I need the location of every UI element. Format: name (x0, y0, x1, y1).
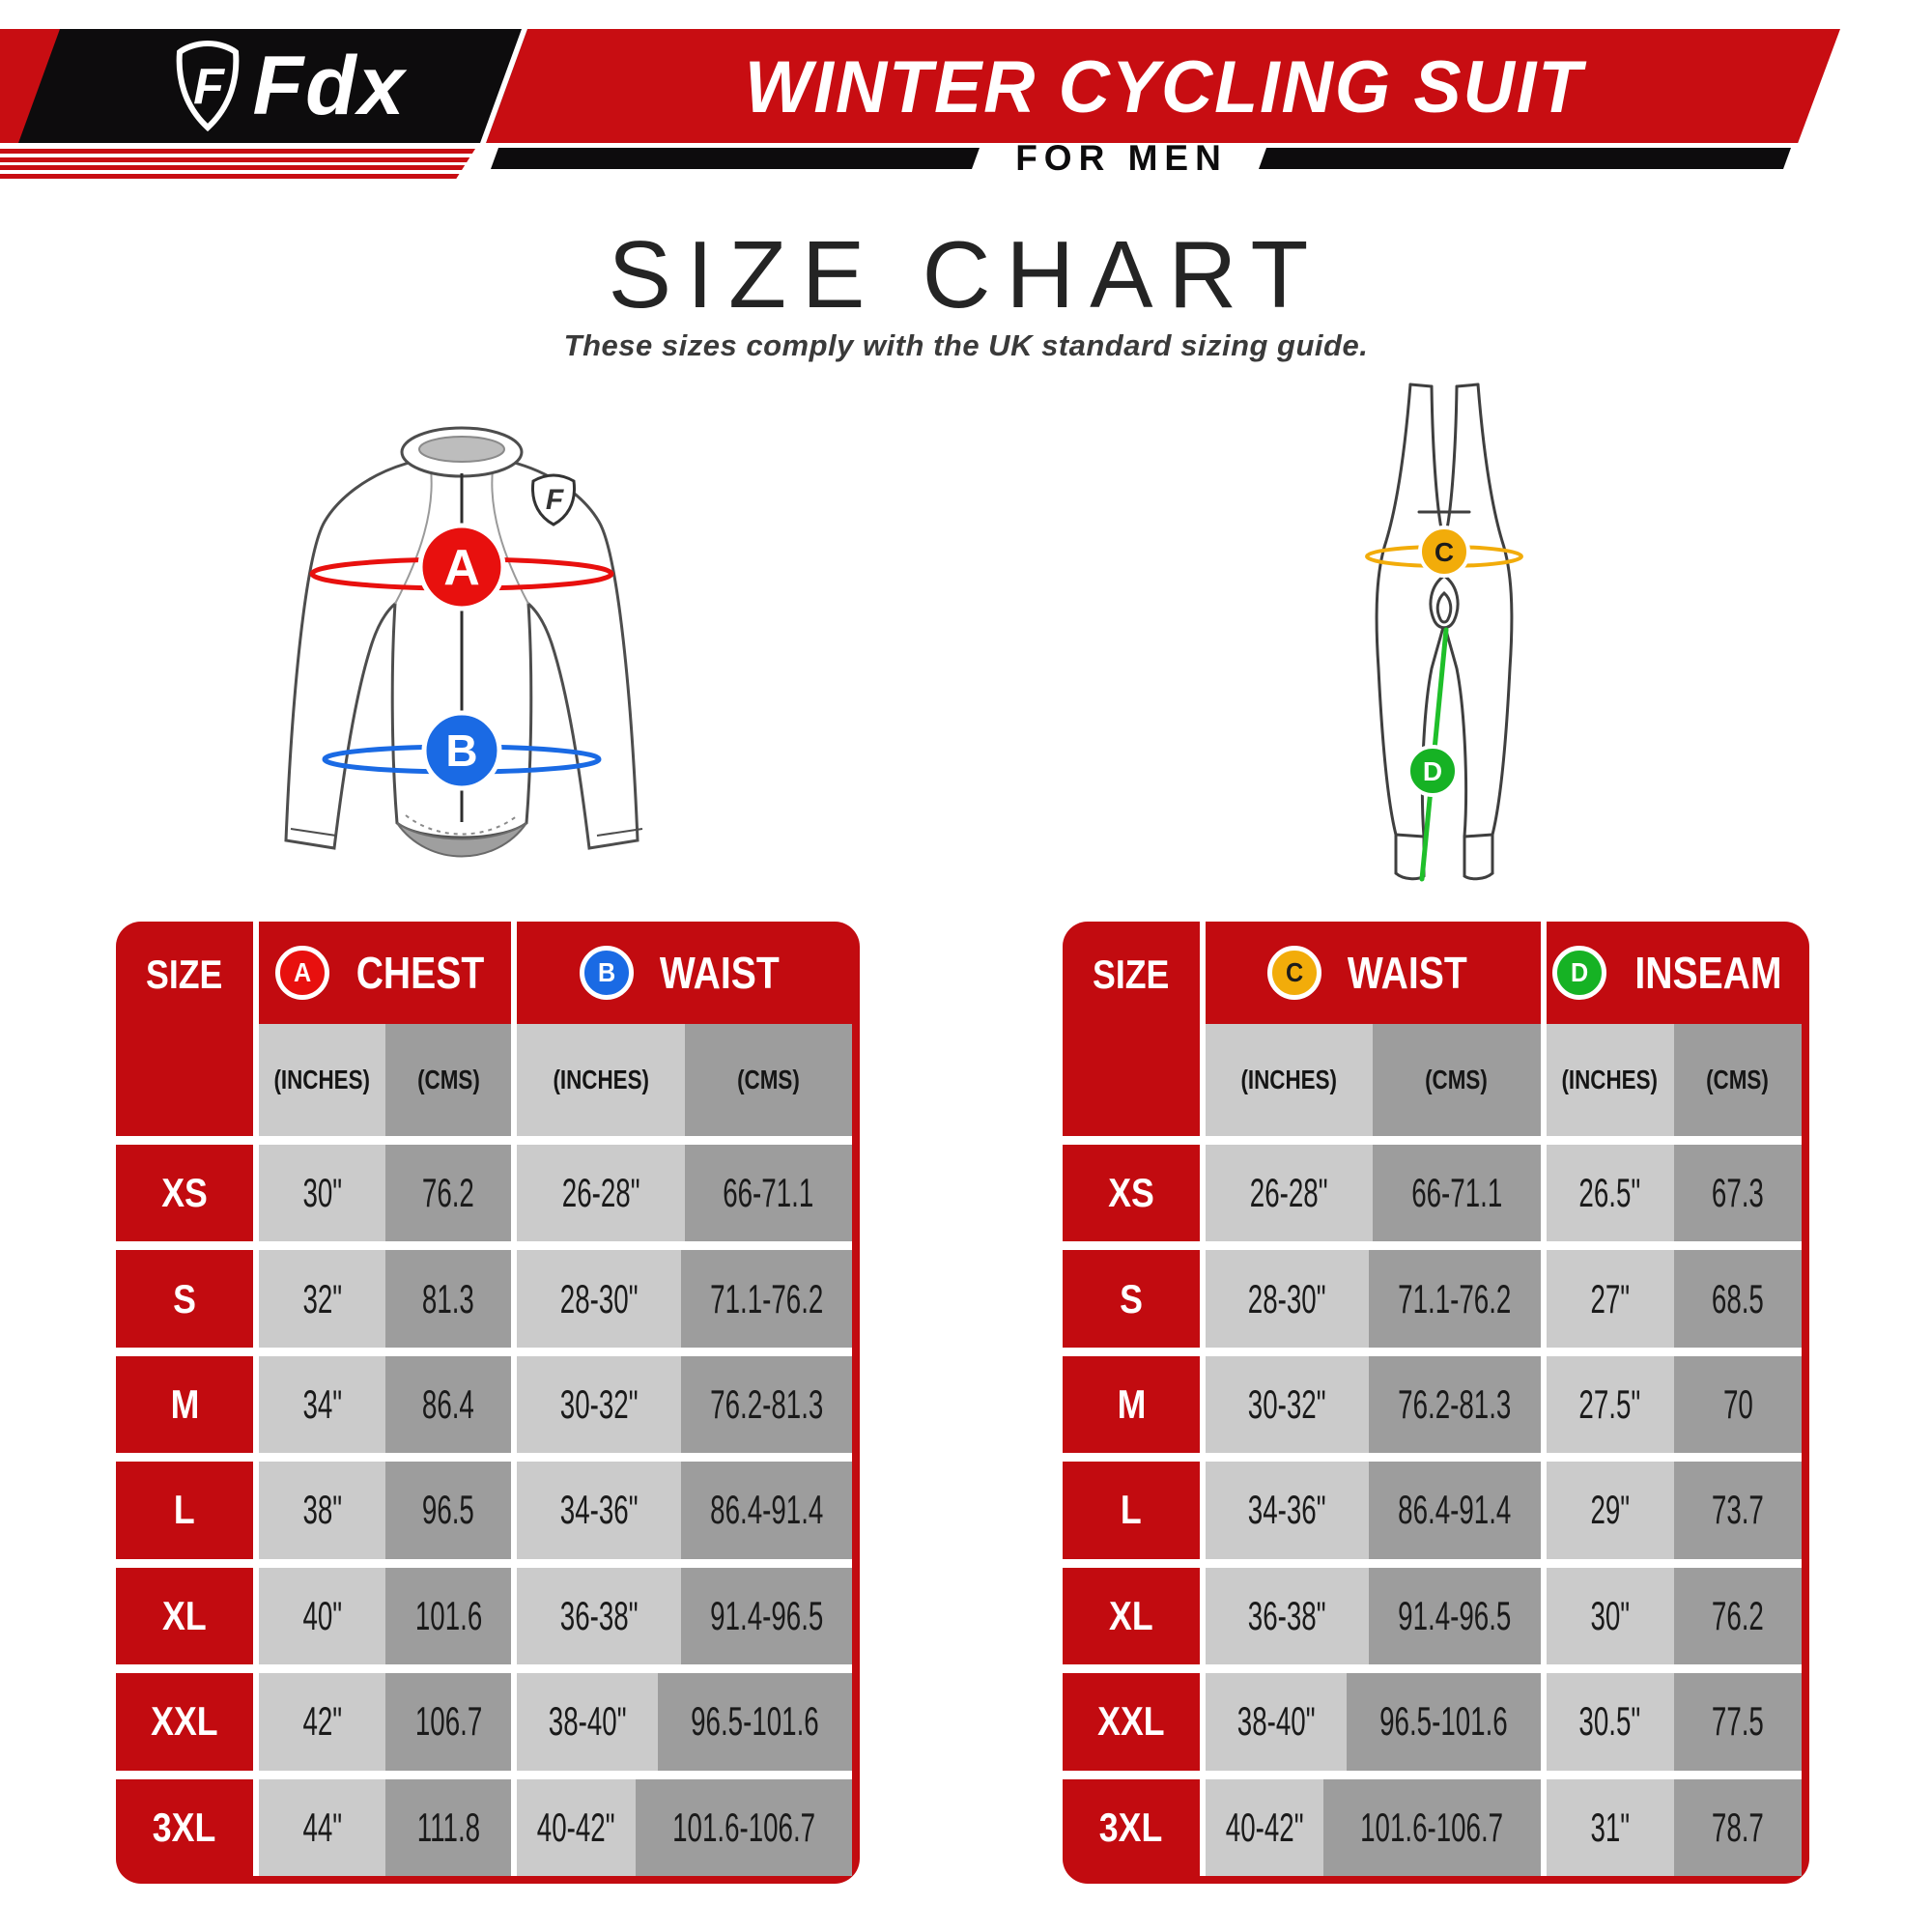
size-column-header: SIZE (1063, 922, 1200, 1136)
chest-logo-letter: F (546, 484, 564, 516)
size-label: S (1063, 1250, 1200, 1348)
unit-cms: (CMS) (1373, 1024, 1541, 1136)
size-label: L (1063, 1462, 1200, 1559)
unit-cms: (CMS) (384, 1024, 512, 1136)
table-row-cells: 26.5" 67.3 (1546, 1145, 1803, 1242)
unit-cms: (CMS) (684, 1024, 853, 1136)
table-row-cells: 26-28" 66-71.1 (1206, 1145, 1541, 1242)
table-row-cells: 31" 78.7 (1546, 1778, 1803, 1876)
marker-c-icon (1418, 526, 1470, 578)
table-row-cells: 30" 76.2 (259, 1145, 512, 1242)
bib-pad (1429, 574, 1460, 630)
jersey-diagram: F A B (284, 426, 643, 858)
table-row-cells: 28-30" 71.1-76.2 (1206, 1250, 1541, 1348)
table-row-cells: 42" 106.7 (259, 1673, 512, 1771)
size-label: XXL (116, 1673, 253, 1771)
waist-header: WAIST (1348, 948, 1468, 998)
table-row-cells: 27.5" 70 (1546, 1355, 1803, 1454)
table-row-cells: 30" 76.2 (1546, 1567, 1803, 1665)
table-row-cells: 30.5" 77.5 (1546, 1673, 1803, 1771)
waist-column-group: B WAIST (INCHES) (CMS) (517, 922, 853, 1136)
marker-d-badge: D (1552, 946, 1607, 1000)
size-label: M (1063, 1355, 1200, 1454)
bib-size-table: SIZE C WAIST (INCHES) (CMS) D INSEAM (IN… (1063, 922, 1809, 1884)
sizing-note: These sizes comply with the UK standard … (563, 328, 1369, 362)
marker-a-icon (417, 523, 506, 611)
table-row-cells: 38" 96.5 (259, 1462, 512, 1559)
size-label: 3XL (116, 1778, 253, 1876)
size-label: XXL (1063, 1673, 1200, 1771)
table-row-cells: 34" 86.4 (259, 1355, 512, 1454)
unit-inches: (INCHES) (1206, 1024, 1374, 1136)
size-label: L (116, 1462, 253, 1559)
jersey-size-table: SIZE A CHEST (INCHES) (CMS) B WAIST (INC… (116, 922, 860, 1884)
size-label: M (116, 1355, 253, 1454)
unit-cms: (CMS) (1673, 1024, 1803, 1136)
table-row-cells: 27" 68.5 (1546, 1250, 1803, 1348)
marker-a-badge: A (274, 946, 329, 1000)
table-row-cells: 36-38" 91.4-96.5 (517, 1567, 852, 1665)
marker-b-badge: B (579, 946, 634, 1000)
size-label: XS (1063, 1145, 1200, 1242)
decor-stripes (0, 149, 475, 179)
table-row-cells: 40-42" 101.6-106.7 (1206, 1778, 1541, 1876)
table-row-cells: 34-36" 86.4-91.4 (517, 1462, 852, 1559)
size-label: XS (116, 1145, 253, 1242)
chest-column-group: A CHEST (INCHES) (CMS) (259, 922, 512, 1136)
table-row-cells: 44" 111.8 (259, 1778, 512, 1876)
table-row-cells: 32" 81.3 (259, 1250, 512, 1348)
table-row-cells: 38-40" 96.5-101.6 (1206, 1673, 1541, 1771)
size-label: XL (1063, 1567, 1200, 1665)
chest-header: CHEST (355, 948, 484, 998)
marker-d-icon (1406, 745, 1459, 797)
fdx-shield-icon: F (176, 40, 239, 132)
brand-logo-block: F Fdx (18, 29, 527, 143)
decor-bar-right (1258, 148, 1792, 169)
table-row-cells: 40" 101.6 (259, 1567, 512, 1665)
audience-label: FOR MEN (1015, 138, 1228, 178)
brand-name: Fdx (252, 40, 407, 132)
table-row-cells: 30-32" 76.2-81.3 (517, 1355, 852, 1454)
marker-d-letter: D (1423, 756, 1442, 786)
unit-inches: (INCHES) (1546, 1024, 1674, 1136)
bib-tights-diagram: C D (1365, 383, 1523, 882)
decor-bar-left (490, 148, 980, 169)
marker-b-letter: B (445, 725, 477, 776)
unit-inches: (INCHES) (517, 1024, 685, 1136)
table-row-cells: 40-42" 101.6-106.7 (517, 1778, 852, 1876)
table-row-cells: 36-38" 91.4-96.5 (1206, 1567, 1541, 1665)
bib-front-scoop (1430, 384, 1459, 546)
table-row-cells: 28-30" 71.1-76.2 (517, 1250, 852, 1348)
marker-c-letter: C (1435, 537, 1454, 567)
waist-column-group: C WAIST (INCHES) (CMS) (1206, 922, 1541, 1136)
jersey-hem (396, 822, 527, 858)
page-title: SIZE CHART (608, 221, 1324, 327)
chest-logo-icon (531, 473, 576, 526)
table-row-cells: 26-28" 66-71.1 (517, 1145, 853, 1242)
shield-letter: F (193, 59, 225, 115)
table-row-cells: 29" 73.7 (1546, 1462, 1803, 1559)
inseam-header: INSEAM (1634, 948, 1782, 998)
table-row-cells: 34-36" 86.4-91.4 (1206, 1462, 1541, 1559)
size-label: 3XL (1063, 1778, 1200, 1876)
size-label: XL (116, 1567, 253, 1665)
marker-a-letter: A (443, 540, 480, 596)
table-row-cells: 38-40" 96.5-101.6 (517, 1673, 852, 1771)
unit-inches: (INCHES) (259, 1024, 385, 1136)
product-title: WINTER CYCLING SUIT (744, 45, 1584, 128)
marker-c-badge: C (1267, 946, 1322, 1000)
table-row-cells: 30-32" 76.2-81.3 (1206, 1355, 1541, 1454)
size-label: S (116, 1250, 253, 1348)
size-column-header: SIZE (116, 922, 253, 1136)
inseam-column-group: D INSEAM (INCHES) (CMS) (1546, 922, 1803, 1136)
waist-header: WAIST (659, 948, 780, 998)
marker-b-icon (421, 710, 502, 791)
